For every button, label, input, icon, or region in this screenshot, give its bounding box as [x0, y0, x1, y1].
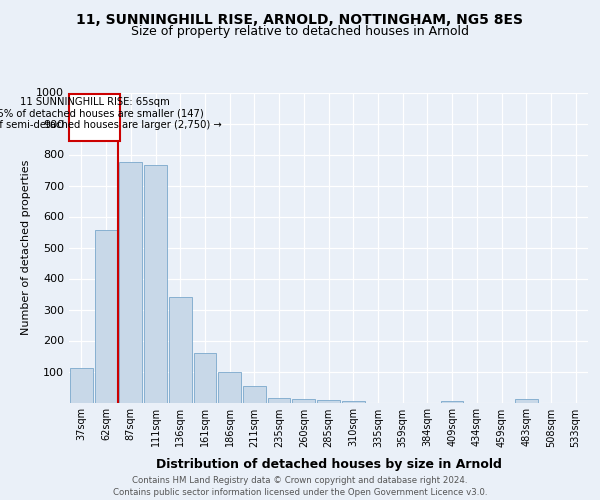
Bar	[70, 368, 93, 402]
Bar	[317, 400, 340, 402]
Bar	[441, 401, 463, 402]
X-axis label: Distribution of detached houses by size in Arnold: Distribution of detached houses by size …	[155, 458, 502, 471]
Text: Contains HM Land Registry data © Crown copyright and database right 2024.: Contains HM Land Registry data © Crown c…	[132, 476, 468, 485]
Text: 11, SUNNINGHILL RISE, ARNOLD, NOTTINGHAM, NG5 8ES: 11, SUNNINGHILL RISE, ARNOLD, NOTTINGHAM…	[77, 12, 523, 26]
Bar	[95, 230, 118, 402]
Text: Size of property relative to detached houses in Arnold: Size of property relative to detached ho…	[131, 25, 469, 38]
FancyBboxPatch shape	[70, 94, 119, 140]
Bar	[169, 297, 191, 403]
Bar	[119, 162, 142, 402]
Bar	[194, 353, 216, 403]
Text: Contains public sector information licensed under the Open Government Licence v3: Contains public sector information licen…	[113, 488, 487, 497]
Bar	[292, 399, 315, 402]
Bar	[144, 166, 167, 402]
Text: ← 5% of detached houses are smaller (147): ← 5% of detached houses are smaller (147…	[0, 108, 203, 118]
Text: 11 SUNNINGHILL RISE: 65sqm: 11 SUNNINGHILL RISE: 65sqm	[20, 98, 169, 108]
Y-axis label: Number of detached properties: Number of detached properties	[20, 160, 31, 335]
Bar	[218, 372, 241, 402]
Text: 95% of semi-detached houses are larger (2,750) →: 95% of semi-detached houses are larger (…	[0, 120, 221, 130]
Bar	[243, 386, 266, 402]
Bar	[515, 399, 538, 402]
Bar	[342, 401, 365, 402]
Bar	[268, 398, 290, 402]
